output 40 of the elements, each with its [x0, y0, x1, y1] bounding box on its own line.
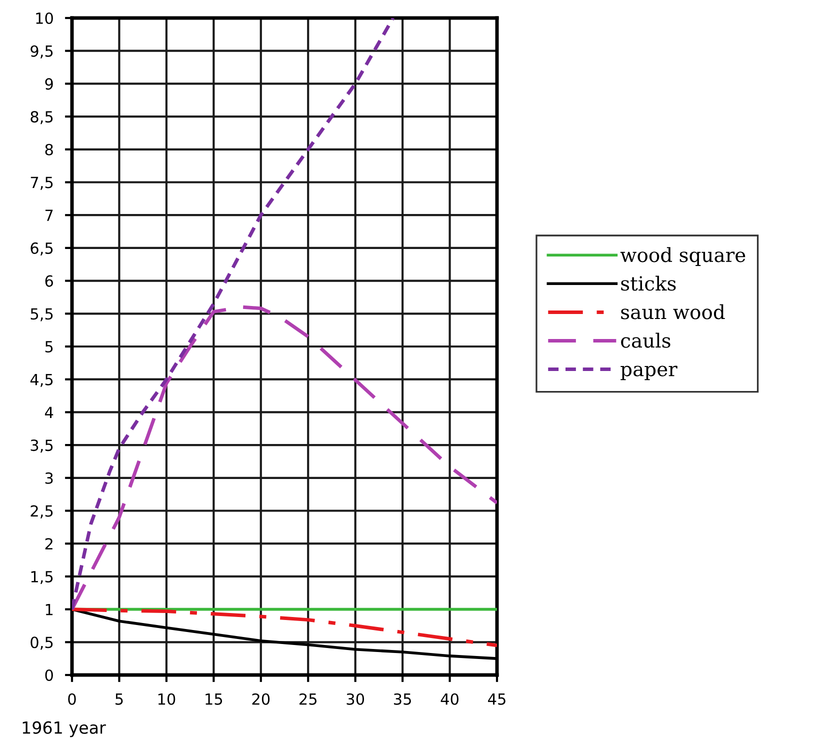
legend-label: cauls	[621, 332, 670, 348]
x-tick-label: 25	[300, 693, 316, 705]
x-tick-label: 45	[488, 694, 506, 705]
legend-label: sticks	[621, 276, 676, 291]
y-tick-label: 2,5	[30, 505, 53, 518]
y-tick-label: 2	[45, 538, 52, 550]
x-tick-label: 30	[346, 693, 364, 705]
line-series	[72, 305, 497, 612]
x-tick-label: 20	[252, 693, 270, 705]
y-tick-label: 7,5	[30, 176, 53, 190]
y-tick-label: 6	[45, 275, 53, 287]
y-tick-label: 6,5	[30, 242, 53, 256]
x-tick-label: 10	[158, 693, 176, 705]
y-tick-label: 3	[45, 472, 53, 484]
y-tick-label: 5	[45, 341, 53, 353]
y-tick-label: 1,5	[31, 571, 53, 584]
x-tick-label: 15	[206, 694, 222, 705]
y-tick-label: 8	[45, 144, 53, 156]
x-tick-label: 5	[116, 694, 123, 705]
legend-label: paper	[620, 366, 678, 380]
x-axis-title: 1961 year	[22, 721, 106, 738]
y-tick-label: 4,5	[30, 374, 53, 387]
y-tick-label: 5,5	[30, 308, 53, 322]
legend-label: saun wood	[621, 304, 725, 320]
y-tick-label: 9	[45, 78, 53, 90]
line-series	[72, 18, 395, 612]
y-tick-label: 3,5	[30, 440, 53, 453]
line-series	[72, 608, 497, 648]
y-tick-label: 4	[44, 406, 54, 418]
legend-label: wood square	[620, 247, 746, 266]
y-tick-label: 8,5	[30, 111, 53, 124]
y-tick-label: 0,5	[30, 636, 53, 650]
y-tick-label: 9,5	[30, 45, 53, 58]
y-tick-label: 10	[36, 12, 53, 24]
y-tick-label: 0	[45, 669, 53, 682]
x-tick-label: 35	[394, 693, 411, 705]
y-tick-label: 1	[46, 604, 53, 616]
y-tick-label: 7	[45, 210, 53, 221]
x-tick-label: 40	[440, 693, 458, 705]
x-tick-label: 0	[68, 693, 76, 705]
